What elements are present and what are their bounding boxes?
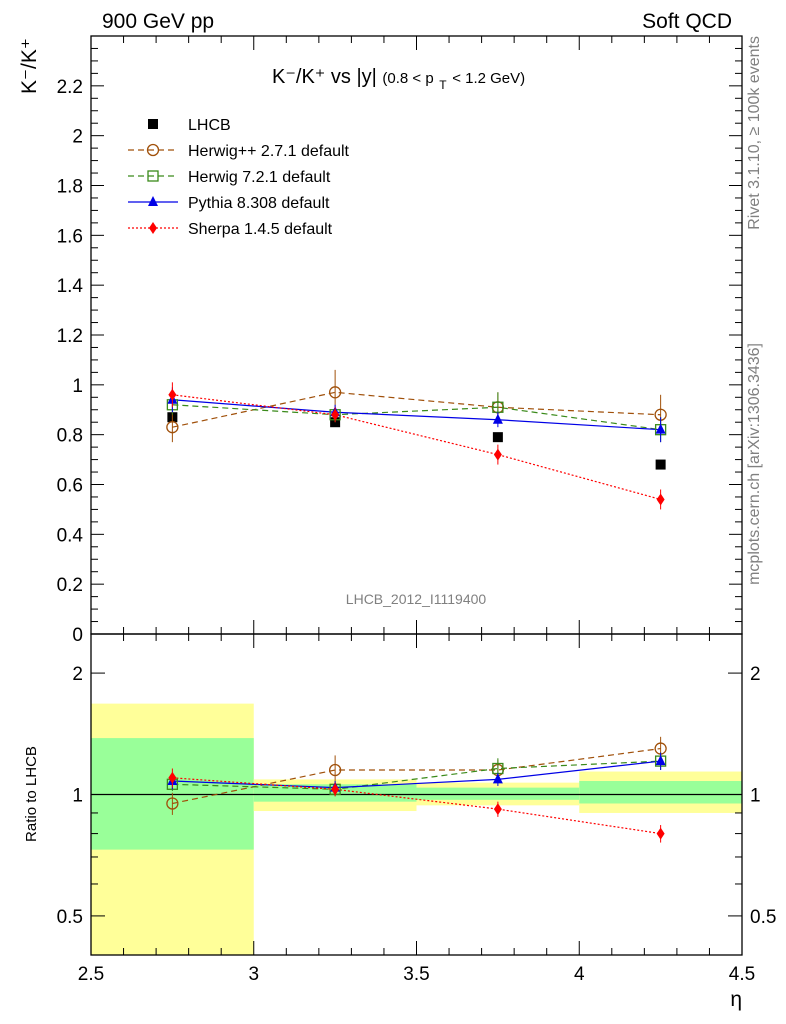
ratio-ytick-label-left-2: 2 [72,664,83,685]
plot-title: K⁻/K⁺ vs |y| (0.8 < p T < 1.2 GeV) [272,66,525,94]
main-series-markers [166,369,667,510]
main-point-pythia-8-308-default-3 [655,423,666,434]
legend-label-sherpa-1-4-5-default: Sherpa 1.4.5 default [188,221,333,238]
legend-marker-lhcb [148,119,158,129]
main-ytick-label-1: 0.2 [57,575,83,596]
analysis-watermark: LHCB_2012_I1119400 [346,591,487,607]
xtick-label-2: 3.5 [403,964,429,985]
header-left: 900 GeV pp [102,10,214,33]
xtick-label-4: 4.5 [729,964,755,985]
ratio-ytick-label-left-0: 0.5 [57,907,83,928]
main-point-lhcb-3 [655,459,666,470]
ratio-ytick-label-right-0: 0.5 [750,907,776,928]
axis-ticks: 0 0.2 0.4 0.6 0.8 1 1.2 1.4 1.6 1.8 2 2.2 2.5 3 3.5 4 4.… [57,35,776,985]
legend-marker-sherpa-1-4-5-default [149,222,157,234]
xtick-label-3: 4 [574,964,585,985]
legend-marker-pythia-8-308-default [148,196,158,206]
main-point-lhcb-2 [492,432,503,443]
ratio-series-lines [172,747,661,835]
rivet-label: Rivet 3.1.10, ≥ 100k events [746,36,763,230]
ratio-point-herwig-2-7-1-default-0 [166,797,179,810]
main-ytick-label-9: 1.8 [57,177,83,198]
ratio-ytick-label-left-1: 1 [72,786,83,807]
ratio-point-herwig-2-7-1-default-1 [328,763,342,777]
main-point-herwig-2-7-1-default-1 [328,386,342,399]
legend-label-lhcb: LHCB [188,117,231,134]
main-ytick-label-5: 1 [72,376,83,397]
main-ytick-label-7: 1.4 [57,276,84,297]
main-series-lines [172,391,661,501]
main-ytick-label-0: 0 [72,625,83,646]
ratio-line-herwig-7-2-1-default [172,760,661,790]
ratio-point-sherpa-1-4-5-default-1 [331,783,340,796]
ratio-uncertainty-bands [91,703,742,955]
mcplots-label: mcplots.cern.ch [arXiv:1306.3436] [746,343,763,585]
main-line-pythia-8-308-default [172,399,661,431]
main-point-sherpa-1-4-5-default-0 [168,388,177,401]
title-main: K⁻/K⁺ vs |y| [272,66,377,88]
ratio-point-sherpa-1-4-5-default-3 [656,827,665,840]
title-unit: < 1.2 GeV) [452,70,525,87]
ratio-series-markers [166,736,667,843]
legend-label-pythia-8-308-default: Pythia 8.308 default [188,195,330,212]
main-point-herwig-2-7-1-default-0 [166,421,179,434]
ratio-ytick-label-right-2: 2 [750,664,761,685]
main-point-sherpa-1-4-5-default-2 [493,448,502,461]
main-ytick-label-4: 0.8 [57,426,83,447]
ratio-point-sherpa-1-4-5-default-0 [168,771,177,784]
legend-label-herwig-2-7-1-default: Herwig++ 2.7.1 default [188,143,350,160]
ratio-point-sherpa-1-4-5-default-2 [493,803,502,816]
main-ytick-label-2: 0.4 [57,525,84,546]
x-axis-label: η [730,988,742,1011]
ratio-point-pythia-8-308-default-3 [655,755,666,766]
ratio-line-pythia-8-308-default [172,760,661,789]
xtick-label-0: 2.5 [78,964,104,985]
ratio-point-pythia-8-308-default-2 [492,773,503,784]
main-point-sherpa-1-4-5-default-3 [656,493,665,506]
title-range: (0.8 < p [382,70,433,87]
ratio-axis-label: Ratio to LHCB [23,746,40,842]
main-ytick-label-6: 1.2 [57,326,83,347]
main-ytick-label-11: 2.2 [57,77,83,98]
legend: LHCB Herwig++ 2.7.1 default Herwig 7.2.1 d… [128,117,350,238]
main-ytick-label-8: 1.6 [57,226,83,247]
main-ytick-label-3: 0.6 [57,476,83,497]
main-ytick-label-10: 2 [72,127,83,148]
main-point-sherpa-1-4-5-default-1 [331,408,340,421]
main-line-sherpa-1-4-5-default [172,394,661,501]
y-axis-label: K⁻/K⁺ [18,38,41,94]
header-right: Soft QCD [642,10,732,33]
ratio-line-sherpa-1-4-5-default [172,777,661,835]
legend-marker-herwig-2-7-1-default [146,143,160,157]
main-point-pythia-8-308-default-2 [492,413,503,424]
ratio-band-stat-2 [416,787,580,800]
legend-marker-herwig-7-2-1-default [147,170,159,182]
ratio-band-stat-3 [579,781,742,804]
xtick-label-1: 3 [248,964,259,985]
legend-label-herwig-7-2-1-default: Herwig 7.2.1 default [188,169,331,186]
main-line-herwig-7-2-1-default [172,404,661,431]
title-sub: T [439,78,447,92]
ratio-ytick-label-right-1: 1 [750,786,761,807]
